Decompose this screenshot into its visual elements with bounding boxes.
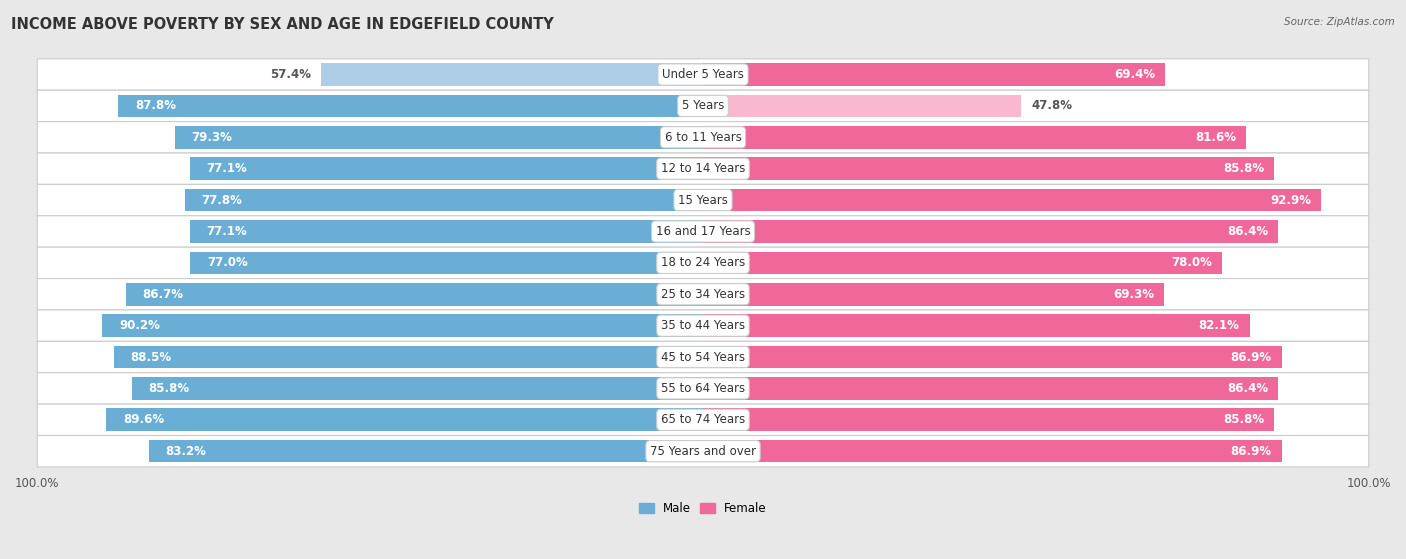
Bar (190, 252, 703, 274)
Bar (703, 158, 1274, 180)
Bar (132, 377, 703, 400)
Bar (321, 63, 703, 86)
Bar (703, 94, 1021, 117)
Bar (703, 63, 1166, 86)
Bar (703, 409, 1274, 431)
Text: 18 to 24 Years: 18 to 24 Years (661, 257, 745, 269)
Text: Under 5 Years: Under 5 Years (662, 68, 744, 81)
Text: 89.6%: 89.6% (124, 413, 165, 427)
Bar (114, 345, 703, 368)
Text: Source: ZipAtlas.com: Source: ZipAtlas.com (1284, 17, 1395, 27)
Bar (703, 283, 1164, 306)
FancyBboxPatch shape (37, 90, 1369, 122)
Text: 77.1%: 77.1% (207, 225, 247, 238)
Text: 87.8%: 87.8% (135, 100, 176, 112)
Text: 86.4%: 86.4% (1227, 225, 1268, 238)
Text: 47.8%: 47.8% (1031, 100, 1073, 112)
Bar (703, 126, 1246, 149)
Text: 85.8%: 85.8% (149, 382, 190, 395)
FancyBboxPatch shape (37, 59, 1369, 90)
Bar (190, 158, 703, 180)
Text: 75 Years and over: 75 Years and over (650, 445, 756, 458)
Text: 82.1%: 82.1% (1199, 319, 1240, 332)
Text: 79.3%: 79.3% (191, 131, 232, 144)
Text: 77.1%: 77.1% (207, 162, 247, 175)
Bar (149, 440, 703, 462)
Bar (703, 377, 1278, 400)
Text: 88.5%: 88.5% (131, 350, 172, 363)
Text: 86.9%: 86.9% (1230, 350, 1271, 363)
Bar (703, 314, 1250, 337)
Text: 16 and 17 Years: 16 and 17 Years (655, 225, 751, 238)
Text: 15 Years: 15 Years (678, 193, 728, 207)
FancyBboxPatch shape (37, 122, 1369, 153)
Text: 25 to 34 Years: 25 to 34 Years (661, 288, 745, 301)
Text: 78.0%: 78.0% (1171, 257, 1212, 269)
Text: 83.2%: 83.2% (166, 445, 207, 458)
Text: 92.9%: 92.9% (1271, 193, 1312, 207)
Bar (703, 252, 1222, 274)
Text: 12 to 14 Years: 12 to 14 Years (661, 162, 745, 175)
FancyBboxPatch shape (37, 342, 1369, 373)
FancyBboxPatch shape (37, 373, 1369, 404)
Bar (118, 94, 703, 117)
Bar (125, 283, 703, 306)
FancyBboxPatch shape (37, 247, 1369, 278)
FancyBboxPatch shape (37, 310, 1369, 342)
FancyBboxPatch shape (37, 184, 1369, 216)
Text: 5 Years: 5 Years (682, 100, 724, 112)
FancyBboxPatch shape (37, 278, 1369, 310)
Text: 86.4%: 86.4% (1227, 382, 1268, 395)
Text: 45 to 54 Years: 45 to 54 Years (661, 350, 745, 363)
Text: 69.4%: 69.4% (1114, 68, 1156, 81)
Bar (186, 189, 703, 211)
Text: 6 to 11 Years: 6 to 11 Years (665, 131, 741, 144)
Text: 86.7%: 86.7% (142, 288, 183, 301)
Text: 77.0%: 77.0% (207, 257, 247, 269)
Bar (703, 189, 1322, 211)
Text: INCOME ABOVE POVERTY BY SEX AND AGE IN EDGEFIELD COUNTY: INCOME ABOVE POVERTY BY SEX AND AGE IN E… (11, 17, 554, 32)
FancyBboxPatch shape (37, 435, 1369, 467)
Text: 69.3%: 69.3% (1114, 288, 1154, 301)
Text: 81.6%: 81.6% (1195, 131, 1236, 144)
Text: 35 to 44 Years: 35 to 44 Years (661, 319, 745, 332)
Text: 85.8%: 85.8% (1223, 413, 1264, 427)
Text: 85.8%: 85.8% (1223, 162, 1264, 175)
Bar (703, 345, 1281, 368)
Text: 57.4%: 57.4% (270, 68, 311, 81)
Bar (107, 409, 703, 431)
Text: 77.8%: 77.8% (201, 193, 243, 207)
FancyBboxPatch shape (37, 404, 1369, 435)
Bar (703, 220, 1278, 243)
Bar (103, 314, 703, 337)
FancyBboxPatch shape (37, 153, 1369, 184)
Legend: Male, Female: Male, Female (634, 498, 772, 520)
Bar (703, 440, 1281, 462)
Bar (190, 220, 703, 243)
Bar (176, 126, 703, 149)
FancyBboxPatch shape (37, 216, 1369, 247)
Text: 65 to 74 Years: 65 to 74 Years (661, 413, 745, 427)
Text: 86.9%: 86.9% (1230, 445, 1271, 458)
Text: 55 to 64 Years: 55 to 64 Years (661, 382, 745, 395)
Text: 90.2%: 90.2% (120, 319, 160, 332)
